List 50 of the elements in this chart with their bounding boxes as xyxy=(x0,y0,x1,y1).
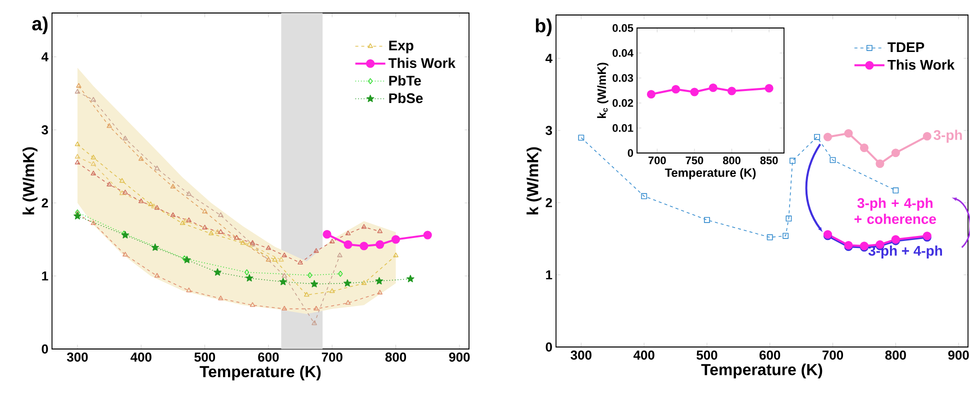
x-tick-label: 700 xyxy=(822,350,844,360)
x-tick-label: 300 xyxy=(570,350,592,360)
x-tick-label: 700 xyxy=(322,352,342,362)
x-tick-label: 400 xyxy=(633,350,654,360)
x-tick-label: 700 xyxy=(648,156,666,164)
x-tick-label: 300 xyxy=(66,352,88,362)
x-tick-label: 900 xyxy=(948,350,969,360)
x-tick-label: 800 xyxy=(722,156,740,164)
x-tick-label: 500 xyxy=(696,350,718,360)
y-tick-label: 4 xyxy=(41,52,48,62)
x-tick-label: 800 xyxy=(385,352,406,362)
x-axis-title: Temperature (K) xyxy=(701,364,822,378)
y-tick-label: 3 xyxy=(546,126,552,136)
y-axis-title: k (W/mK) xyxy=(22,147,38,214)
legend-label: TDEP xyxy=(888,42,924,52)
legend-label: PbSe xyxy=(389,92,423,104)
x-tick-label: 500 xyxy=(194,352,216,362)
x-tick-label: 600 xyxy=(760,350,780,360)
y-tick-label: 2 xyxy=(546,198,552,208)
chart-title: b) xyxy=(536,18,552,36)
y-tick-label: 3 xyxy=(42,125,48,134)
x-axis-title: Temperature (K) xyxy=(664,168,756,180)
x-tick-label: 400 xyxy=(130,352,152,362)
chart-title: a) xyxy=(32,16,48,34)
x-tick-label: 800 xyxy=(885,350,906,360)
x-tick-label: 850 xyxy=(760,156,778,164)
legend-label: PbTe xyxy=(389,75,421,86)
annotation: 3-ph + 4-ph + coherence xyxy=(854,198,936,224)
y-tick-label: 4 xyxy=(545,54,552,63)
series-label: 3-ph xyxy=(934,130,962,143)
y-tick-label: 0.03 xyxy=(612,74,634,82)
y-axis-title: k (W/mK) xyxy=(526,147,542,214)
legend-label: This Work xyxy=(388,58,456,68)
y-axis-title: k$_{c}$ (W/mK) xyxy=(597,62,608,118)
y-tick-label: 0 xyxy=(628,149,634,157)
y-tick-label: 0 xyxy=(546,342,552,352)
y-tick-label: 1 xyxy=(42,272,48,280)
y-tick-label: 2 xyxy=(42,198,48,208)
y-tick-label: 0 xyxy=(42,344,48,354)
x-tick-label: 750 xyxy=(686,156,704,164)
x-tick-label: 900 xyxy=(449,352,470,362)
legend-label: Exp xyxy=(389,40,414,54)
y-tick-label: 0.04 xyxy=(612,49,634,57)
y-tick-label: 0.01 xyxy=(612,124,634,132)
x-tick-label: 600 xyxy=(258,352,279,362)
legend-label: This Work xyxy=(888,59,955,70)
y-tick-label: 0.05 xyxy=(612,24,634,32)
y-tick-label: 1 xyxy=(546,270,552,280)
x-axis-title: Temperature (K) xyxy=(200,366,321,380)
y-tick-label: 0.02 xyxy=(612,99,634,107)
